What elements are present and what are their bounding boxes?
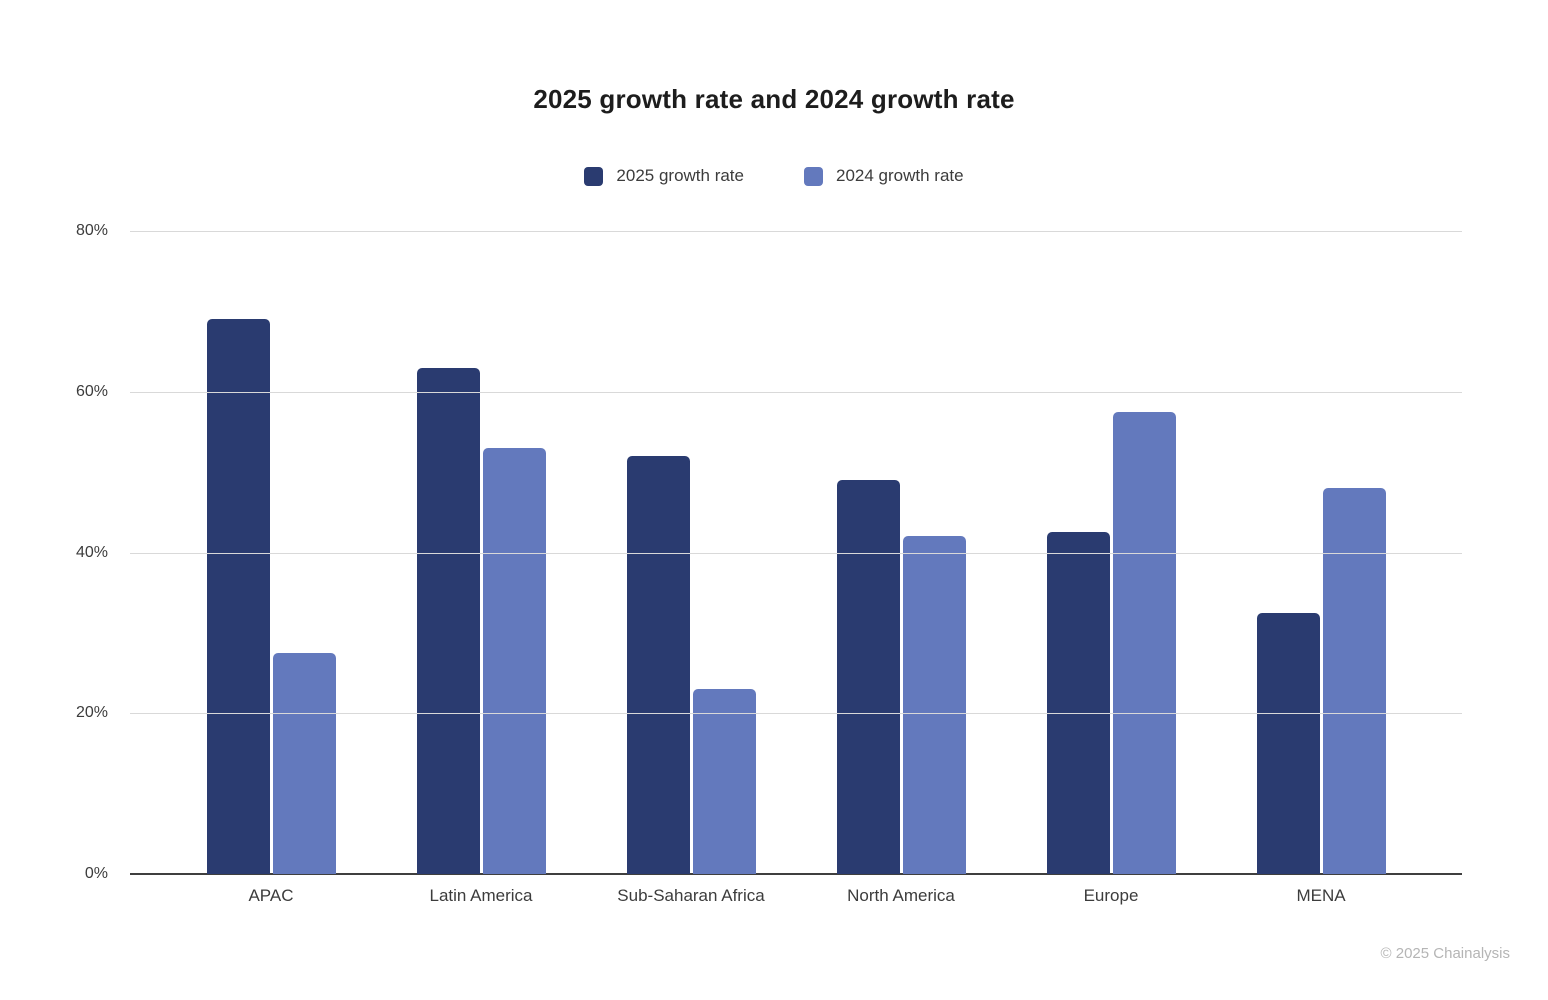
y-axis-labels: 0% 20% 40% 60% 80% [0,222,118,882]
legend-label: 2024 growth rate [836,166,964,185]
y-tick-label-80: 80% [75,222,108,239]
y-tick-label-60: 60% [75,382,108,400]
bar-2025-growth-rate-europe [1046,532,1110,874]
legend-item-2024-growth-rate: 2024 growth rate [804,166,964,186]
bar-group-north-america: North America [796,231,1006,905]
x-axis-label-mena: MENA [1296,886,1346,905]
copyright-text: © 2025 Chainalysis [1380,945,1510,962]
bar-2024-growth-rate-apac [272,652,336,874]
bar-group-sub-saharan-africa: Sub-Saharan Africa [586,231,796,905]
x-axis-label-north-america: North America [847,886,955,905]
bar-2024-growth-rate-latin-america [482,448,546,874]
x-axis-label-europe: Europe [1083,886,1139,905]
bar-group-europe: Europe [1006,231,1216,905]
y-tick-label-20: 20% [75,704,108,722]
bar-2024-growth-rate-europe [1112,411,1176,874]
chart-legend: 2025 growth rate 2024 growth rate [0,166,1548,186]
chart-title: 2025 growth rate and 2024 growth rate [533,84,1015,114]
x-axis-label-apac: APAC [248,886,294,905]
gridline-40 [130,552,1462,554]
bar-2025-growth-rate-apac [206,319,270,874]
gridline-20 [130,713,1462,715]
bar-2025-growth-rate-mena [1256,612,1320,874]
bars-row: APAC Latin America Sub-Saharan Africa North… [130,231,1462,905]
bar-2024-growth-rate-mena [1322,488,1386,874]
gridline-60 [130,391,1462,393]
legend-swatch-2025-growth-rate [584,166,604,186]
gridline-80 [130,231,1462,232]
x-axis-line [130,873,1462,875]
bar-2024-growth-rate-sub-saharan-africa [692,689,756,874]
bar-2025-growth-rate-latin-america [416,367,480,874]
legend-swatch-2024-growth-rate [804,166,823,186]
legend-label: 2025 growth rate [616,166,744,185]
x-axis-label-sub-saharan-africa: Sub-Saharan Africa [617,886,765,905]
bar-2025-growth-rate-sub-saharan-africa [626,456,690,874]
plot-area: APAC Latin America Sub-Saharan Africa North… [130,231,1462,905]
bar-2025-growth-rate-north-america [836,480,900,874]
legend-item-2025-growth-rate: 2025 growth rate [584,166,744,186]
bar-2024-growth-rate-north-america [902,536,966,874]
bar-group-apac: APAC [166,231,376,905]
x-axis-label-latin-america: Latin America [429,886,533,905]
bar-group-latin-america: Latin America [376,231,586,905]
y-tick-label-40: 40% [75,543,108,561]
y-tick-label-0: 0% [84,865,108,882]
